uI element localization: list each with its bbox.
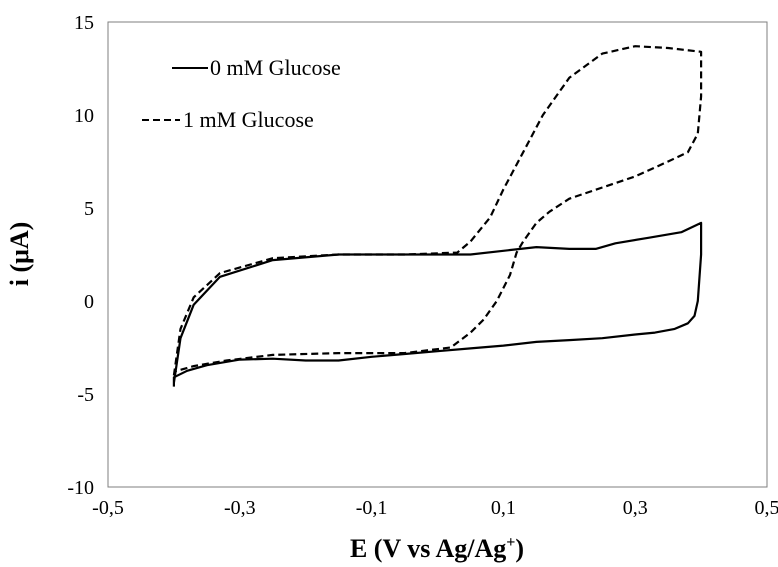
- y-tick-label: -10: [67, 477, 94, 499]
- x-axis-title-end: ): [515, 534, 524, 563]
- y-tick-label: 15: [74, 12, 94, 34]
- y-tick-label: 0: [84, 291, 94, 313]
- y-axis-title: i (μA): [5, 222, 34, 287]
- x-tick-label: -0,3: [224, 497, 256, 519]
- legend-label-0mm: 0 mM Glucose: [210, 55, 341, 80]
- x-tick-label: 0,5: [755, 497, 778, 519]
- plot-area-frame: [107, 21, 768, 488]
- y-tick-label: -5: [77, 384, 94, 406]
- x-tick-label: 0,3: [623, 497, 648, 519]
- x-tick-label: 0,1: [491, 497, 516, 519]
- x-axis-title: E (V vs Ag/Ag+): [350, 534, 524, 563]
- x-tick-label: -0,1: [356, 497, 388, 519]
- legend-label-1mm: 1 mM Glucose: [183, 107, 314, 132]
- legend: 0 mM Glucose 1 mM Glucose: [142, 55, 341, 132]
- y-tick-label: 5: [84, 198, 94, 220]
- y-tick-labels: -10 -5 0 5 10 15: [67, 12, 94, 499]
- x-axis-title-main: E (V vs Ag/Ag: [350, 534, 506, 563]
- y-tick-label: 10: [74, 105, 94, 127]
- series-layer: [172, 45, 703, 387]
- series-line-0: [172, 221, 703, 387]
- x-tick-labels: -0,5 -0,3 -0,1 0,1 0,3 0,5: [92, 497, 778, 519]
- x-axis-title-sup: +: [506, 534, 515, 551]
- series-line-1: [172, 45, 703, 376]
- x-tick-label: -0,5: [92, 497, 124, 519]
